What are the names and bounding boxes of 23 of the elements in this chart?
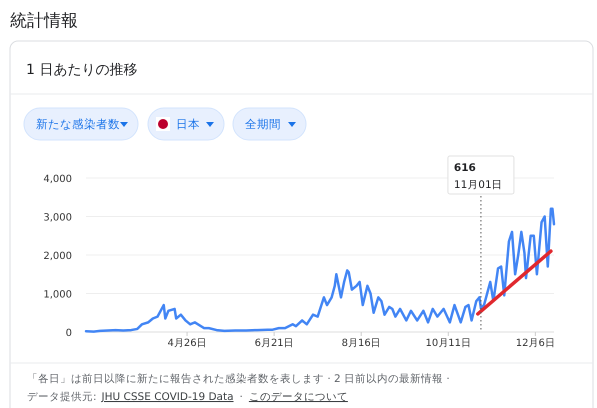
- x-tick-label: 10月11日: [426, 338, 471, 349]
- text: 616: [454, 162, 476, 174]
- x-tick-label: 12月6日: [516, 338, 555, 349]
- x-tick-label: 6月21日: [254, 338, 294, 349]
- ref-line-label: 11月01日: [454, 179, 503, 191]
- y-tick-label: 4,000: [43, 174, 72, 185]
- text: 日本: [176, 117, 200, 131]
- chart-subtitle: 1 日あたりの推移: [26, 62, 138, 78]
- y-tick-label: 2,000: [43, 251, 72, 262]
- text: 全期間: [245, 117, 281, 131]
- text: JHU CSSE COVID-19 Data: [100, 391, 234, 403]
- text: 新たな感染者数: [36, 117, 120, 131]
- x-tick-label: 4月26日: [168, 338, 207, 349]
- x-tick-label: 8月16日: [342, 338, 381, 349]
- text: データ提供元:: [27, 391, 97, 403]
- y-tick-label: 1,000: [43, 290, 72, 300]
- line-series: [84, 208, 556, 333]
- chart-title: 統計情報: [10, 11, 78, 31]
- y-tick-label: 0: [66, 328, 72, 339]
- y-tick-label: 3,000: [43, 212, 72, 224]
- text: このデータについて: [248, 391, 348, 403]
- text: 「各日」は前日以降に新たに報告された感染者数を表します · 2 日前以内の最新情報 ·: [27, 372, 450, 385]
- text: ·: [240, 391, 243, 403]
